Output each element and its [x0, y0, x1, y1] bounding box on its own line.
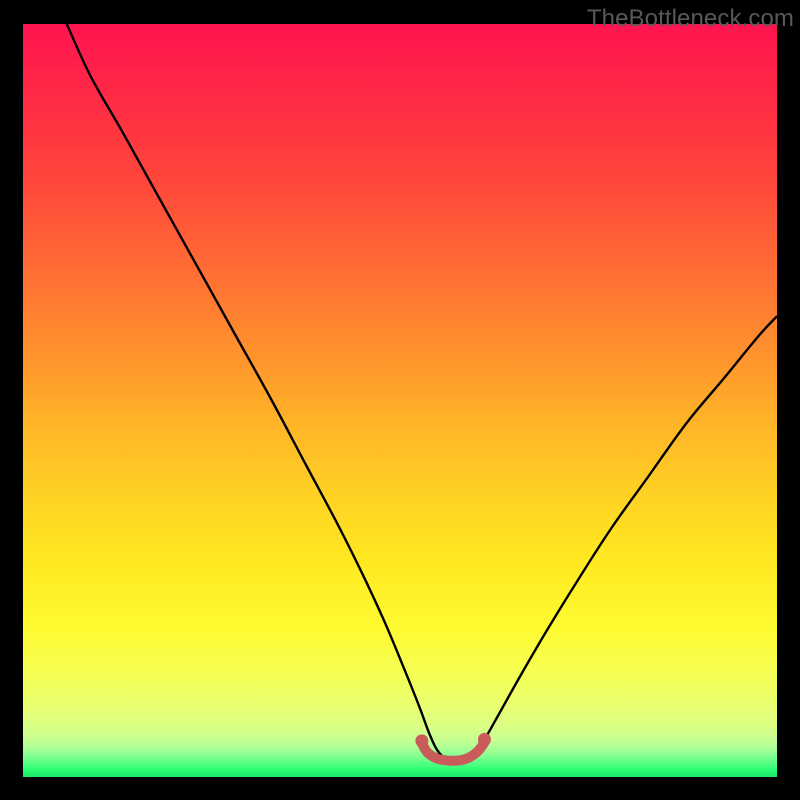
watermark-text: TheBottleneck.com — [587, 5, 794, 33]
chart-background — [23, 24, 777, 777]
chart-frame: TheBottleneck.com — [0, 0, 800, 800]
bottleneck-chart — [23, 24, 777, 777]
valley-marker-dot — [478, 733, 491, 746]
valley-marker-dot — [415, 734, 428, 747]
